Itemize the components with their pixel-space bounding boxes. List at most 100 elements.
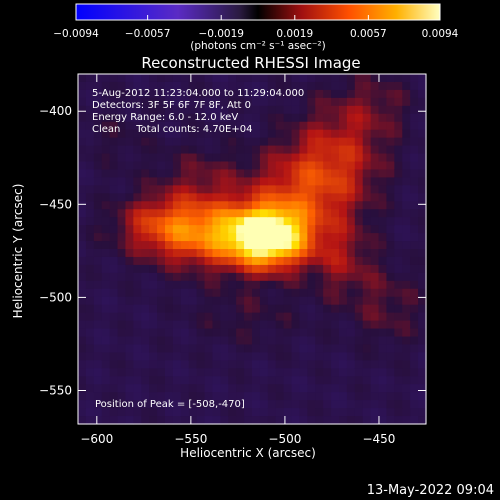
- heatmap-cell: [410, 304, 419, 314]
- heatmap-cell: [141, 161, 150, 171]
- heatmap-cell: [402, 113, 411, 123]
- heatmap-cell: [125, 392, 134, 401]
- heatmap-cell: [220, 408, 229, 417]
- heatmap-cell: [109, 352, 119, 361]
- heatmap-cell: [236, 272, 245, 282]
- heatmap-cell: [78, 376, 87, 385]
- heatmap-cell: [196, 105, 206, 115]
- heatmap-cell: [362, 384, 372, 393]
- heatmap-cell: [93, 280, 103, 290]
- heatmap-cell: [331, 89, 340, 99]
- heatmap-cell: [331, 217, 340, 226]
- heatmap-cell: [93, 193, 103, 202]
- heatmap-cell: [339, 241, 348, 250]
- heatmap-cell: [386, 193, 395, 202]
- heatmap-cell: [196, 185, 206, 194]
- heatmap-cell: [275, 193, 285, 202]
- heatmap-cell: [386, 336, 395, 346]
- heatmap-cell: [117, 312, 127, 322]
- heatmap-cell: [212, 408, 221, 417]
- heatmap-cell: [307, 304, 316, 314]
- heatmap-cell: [291, 320, 301, 330]
- heatmap-cell: [220, 272, 229, 282]
- heatmap-cell: [101, 161, 111, 171]
- heatmap-cell: [204, 169, 214, 178]
- heatmap-cell: [339, 360, 348, 369]
- heatmap-cell: [410, 392, 419, 401]
- heatmap-cell: [410, 272, 419, 282]
- heatmap-cell: [125, 360, 134, 369]
- heatmap-cell: [212, 360, 221, 369]
- heatmap-cell: [109, 89, 119, 99]
- heatmap-cell: [220, 400, 229, 409]
- heatmap-cell: [323, 129, 332, 139]
- heatmap-cell: [109, 288, 119, 298]
- heatmap-cell: [236, 185, 245, 194]
- heatmap-cell: [339, 368, 348, 377]
- heatmap-cell: [101, 249, 111, 258]
- heatmap-cell: [252, 145, 261, 155]
- heatmap-cell: [212, 193, 221, 202]
- heatmap-cell: [362, 74, 372, 83]
- heatmap-cell: [331, 145, 340, 155]
- heatmap-cell: [275, 201, 285, 210]
- heatmap-cell: [125, 328, 134, 338]
- heatmap-cell: [196, 161, 206, 171]
- heatmap-cell: [307, 89, 316, 99]
- heatmap-cell: [78, 360, 87, 369]
- heatmap-cell: [220, 352, 229, 361]
- heatmap-cell: [315, 400, 324, 409]
- heatmap-cell: [275, 145, 285, 155]
- heatmap-cell: [252, 280, 261, 290]
- heatmap-cell: [339, 153, 348, 163]
- heatmap-cell: [85, 320, 95, 330]
- heatmap-cell: [291, 81, 301, 91]
- heatmap-cell: [93, 408, 103, 417]
- heatmap-cell: [85, 81, 95, 91]
- heatmap-cell: [93, 217, 103, 226]
- heatmap-cell: [283, 416, 293, 425]
- heatmap-cell: [165, 137, 174, 147]
- heatmap-cell: [370, 296, 380, 306]
- heatmap-cell: [157, 360, 166, 369]
- heatmap-cell: [165, 320, 174, 330]
- heatmap-cell: [133, 360, 142, 369]
- heatmap-cell: [196, 392, 206, 401]
- heatmap-cell: [402, 368, 411, 377]
- heatmap-cell: [165, 360, 174, 369]
- heatmap-cell: [133, 249, 142, 258]
- heatmap-cell: [165, 296, 174, 306]
- heatmap-cell: [109, 129, 119, 139]
- heatmap-cell: [228, 217, 237, 226]
- heatmap-cell: [196, 272, 206, 282]
- heatmap-cell: [394, 225, 403, 234]
- heatmap-cell: [236, 153, 245, 163]
- heatmap-cell: [410, 137, 419, 147]
- heatmap-cell: [117, 233, 127, 242]
- heatmap-cell: [172, 193, 182, 202]
- heatmap-cell: [283, 296, 293, 306]
- heatmap-cell: [307, 256, 316, 266]
- heatmap-cell: [259, 416, 269, 425]
- heatmap-cell: [236, 280, 245, 290]
- heatmap-cell: [109, 185, 119, 194]
- heatmap-cell: [299, 169, 308, 178]
- heatmap-cell: [252, 352, 261, 361]
- heatmap-cell: [267, 169, 277, 178]
- heatmap-cell: [402, 336, 411, 346]
- heatmap-cell: [323, 256, 332, 266]
- heatmap-cell: [157, 74, 166, 83]
- heatmap-cell: [93, 121, 103, 131]
- heatmap-cell: [180, 233, 190, 242]
- heatmap-cell: [157, 304, 166, 314]
- heatmap-cell: [212, 201, 221, 210]
- heatmap-cell: [101, 177, 111, 186]
- heatmap-cell: [259, 336, 269, 346]
- heatmap-cell: [378, 384, 388, 393]
- heatmap-cell: [244, 368, 253, 377]
- heatmap-cell: [386, 225, 395, 234]
- heatmap-cell: [252, 201, 261, 210]
- heatmap-cell: [212, 328, 221, 338]
- heatmap-cell: [220, 288, 229, 298]
- heatmap-cell: [362, 161, 372, 171]
